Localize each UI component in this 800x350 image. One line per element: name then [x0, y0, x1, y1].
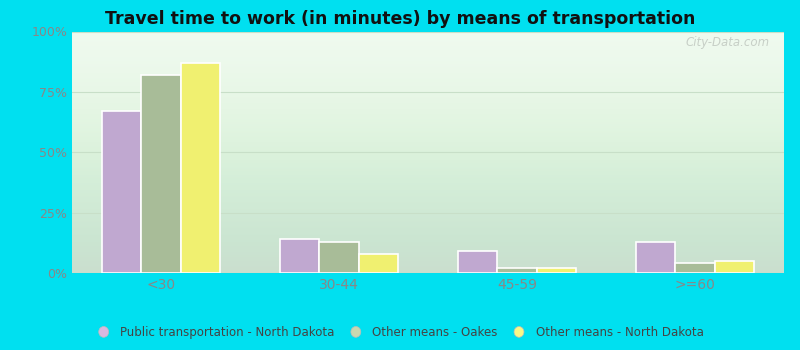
Bar [181, 63, 220, 273]
Bar [458, 251, 498, 273]
Bar [498, 268, 537, 273]
Bar [358, 254, 398, 273]
Bar [636, 241, 675, 273]
Bar [537, 268, 576, 273]
Bar [319, 241, 358, 273]
Legend: Public transportation - North Dakota, Other means - Oakes, Other means - North D: Public transportation - North Dakota, Ot… [92, 322, 708, 344]
Bar [280, 239, 319, 273]
Bar [714, 261, 754, 273]
Bar [102, 111, 142, 273]
Bar [142, 75, 181, 273]
Text: City-Data.com: City-Data.com [686, 36, 770, 49]
Text: Travel time to work (in minutes) by means of transportation: Travel time to work (in minutes) by mean… [105, 10, 695, 28]
Bar [675, 263, 714, 273]
